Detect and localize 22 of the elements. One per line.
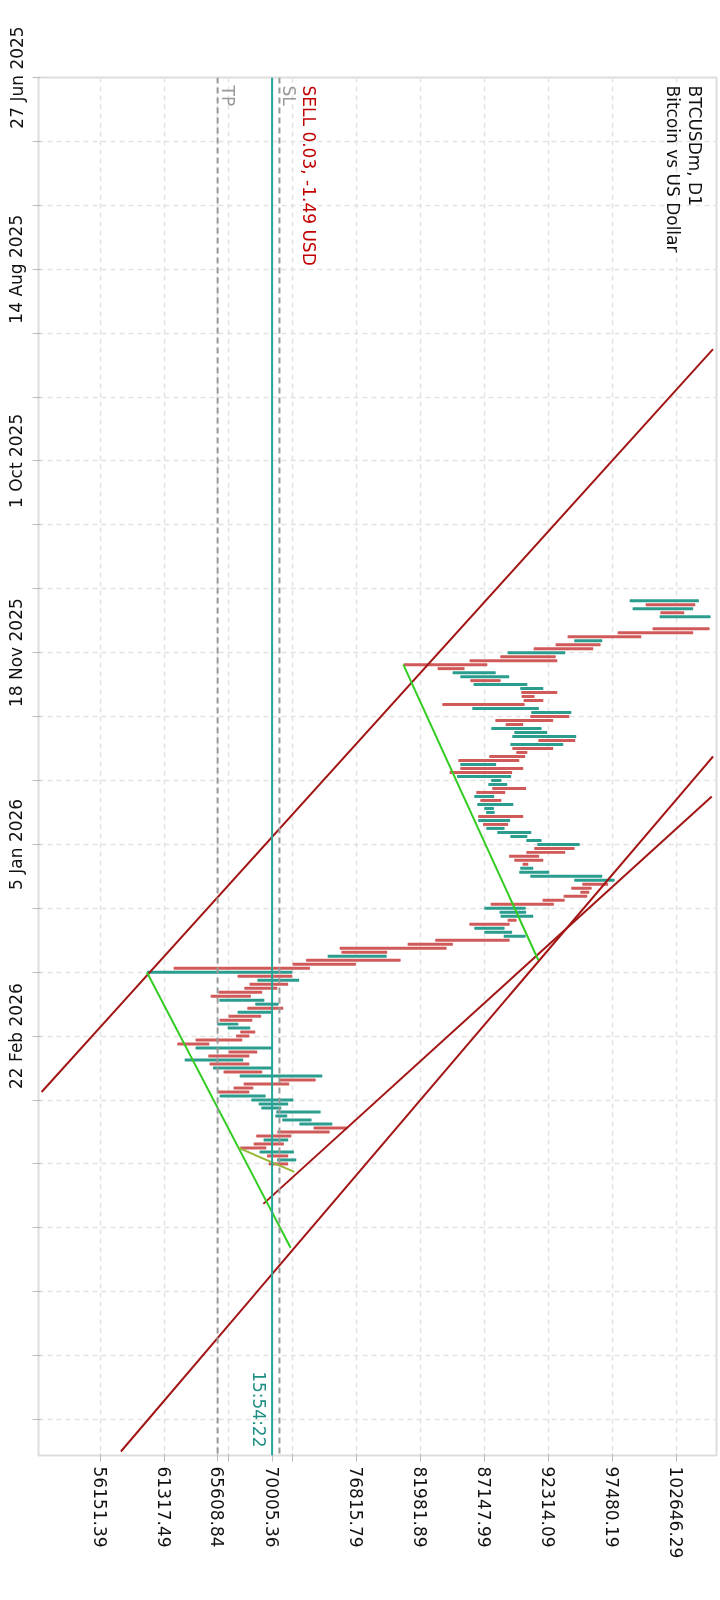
text: Bitcoin vs US Dollar xyxy=(662,85,683,253)
x-tick-label: 56151.39 xyxy=(89,1466,110,1548)
x-tick-label: 76815.79 xyxy=(345,1466,366,1548)
x-tick-label: 102646.29 xyxy=(665,1466,686,1559)
y-tick-label: 22 Feb 2026 xyxy=(6,983,27,1090)
y-tick-label: 1 Oct 2025 xyxy=(6,413,27,509)
y-tick-label: 5 Jan 2026 xyxy=(6,798,27,890)
x-tick-label: 97480.19 xyxy=(601,1466,622,1548)
annotation: 15:54:22 xyxy=(249,1371,270,1448)
x-tick-label: 70005.36 xyxy=(261,1466,282,1548)
y-tick-label: 14 Aug 2025 xyxy=(6,214,27,324)
text: BTCUSDm, D1 xyxy=(684,85,705,207)
x-tick-label: 61317.49 xyxy=(153,1466,174,1548)
ref-line-label: SL xyxy=(279,85,300,107)
x-tick-label: 87147.99 xyxy=(473,1466,494,1548)
x-tick-label: 92314.09 xyxy=(537,1466,558,1548)
annotation: SELL 0.03, -1.49 USD xyxy=(299,85,320,266)
x-tick-label: 81981.89 xyxy=(409,1466,430,1548)
ref-line-label: TP xyxy=(217,84,238,107)
x-tick-label: 65608.84 xyxy=(207,1466,228,1548)
y-tick-label: 18 Nov 2025 xyxy=(6,598,27,708)
y-tick-label: 27 Jun 2025 xyxy=(6,26,27,129)
